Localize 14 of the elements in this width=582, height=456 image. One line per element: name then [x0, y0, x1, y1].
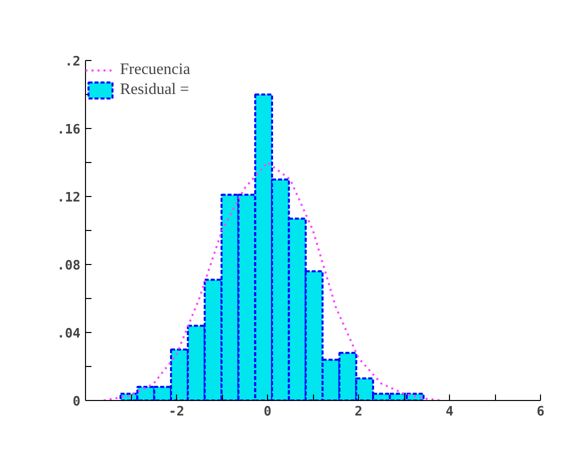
legend-label: Frecuencia [120, 61, 190, 79]
x-tick-label: 0 [264, 404, 272, 420]
y-tick-label: .04 [57, 326, 81, 342]
x-tick-label: 2 [354, 404, 362, 420]
y-tick-label: .2 [64, 54, 81, 70]
y-tick-label: 0 [72, 394, 81, 410]
x-tick-label: 6 [536, 404, 545, 420]
legend-label: Residual = [120, 81, 190, 99]
y-tick-label: .16 [57, 122, 81, 138]
y-tick-label: .12 [57, 190, 81, 206]
line-series [102, 162, 442, 400]
x-tick-label: 4 [446, 404, 454, 420]
y-tick-label: .08 [57, 258, 81, 274]
x-tick-label: -2 [168, 404, 184, 420]
